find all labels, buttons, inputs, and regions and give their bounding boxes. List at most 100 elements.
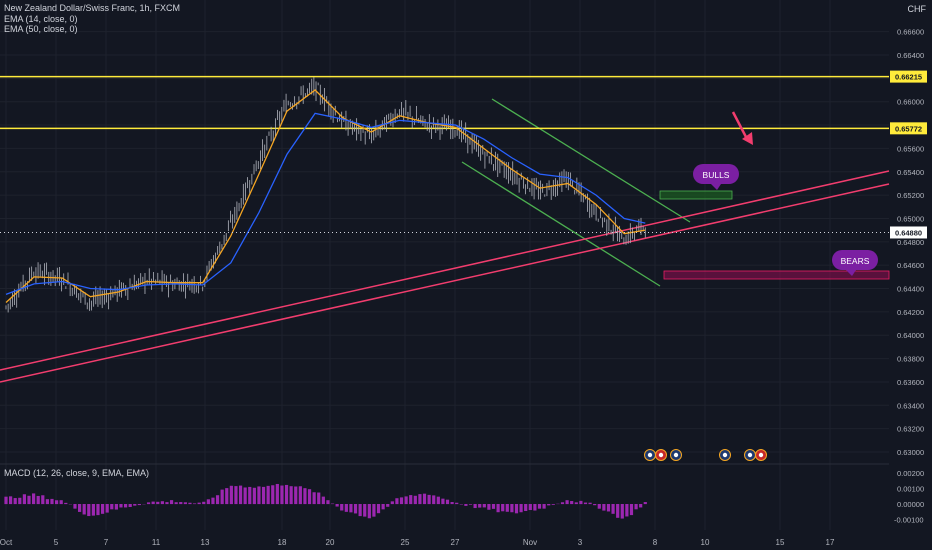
macd-bar — [445, 499, 450, 505]
flag-icon[interactable] — [719, 449, 731, 461]
macd-bar — [197, 502, 201, 505]
macd-bar — [54, 500, 59, 505]
price-tick-label: 0.63200 — [897, 425, 924, 434]
time-tick-label: 13 — [201, 538, 210, 547]
price-tick-label: 0.66000 — [897, 98, 924, 107]
macd-bar — [367, 504, 371, 519]
macd-bar — [450, 502, 454, 505]
macd-bar — [643, 502, 647, 505]
macd-bar — [491, 504, 496, 509]
time-tick-label: 27 — [451, 538, 460, 547]
chart-title: New Zealand Dollar/Swiss Franc, 1h, FXCM — [4, 3, 181, 13]
macd-bar — [616, 504, 620, 518]
flag-icon[interactable] — [655, 449, 667, 461]
macd-bar — [340, 504, 344, 511]
macd-bar — [611, 504, 615, 514]
price-label-box — [890, 226, 927, 239]
macd-bar — [87, 504, 91, 517]
flag-icon[interactable] — [744, 449, 756, 461]
macd-bar — [482, 504, 486, 508]
macd-bar — [91, 504, 95, 516]
macd-bar — [597, 504, 601, 509]
macd-bar — [560, 502, 565, 505]
price-tick-label: 0.65000 — [897, 214, 924, 223]
flag-icon[interactable] — [644, 449, 656, 461]
price-label: 0.64880 — [895, 228, 922, 237]
macd-bar — [464, 504, 468, 506]
ema14-legend[interactable]: EMA (14, close, 0) — [4, 14, 78, 24]
macd-bar — [169, 500, 174, 505]
bulls-zone[interactable]: BULLS — [659, 164, 739, 200]
price-tick-label: 0.66400 — [897, 51, 924, 60]
bulls-label-bubble — [693, 164, 739, 184]
macd-bar — [271, 485, 275, 505]
macd-legend[interactable]: MACD (12, 26, close, 9, EMA, EMA) — [4, 468, 150, 478]
macd-bar — [13, 498, 17, 505]
time-tick-label: 25 — [401, 538, 410, 547]
macd-bar — [211, 497, 215, 505]
price-tick-label: 0.65200 — [897, 191, 924, 200]
macd-bar — [363, 504, 367, 517]
macd-bar — [133, 504, 137, 506]
macd-bar — [606, 504, 611, 512]
macd-bar — [128, 504, 132, 508]
macd-bar — [100, 504, 105, 514]
time-tick-label: Nov — [523, 538, 537, 547]
macd-bar — [303, 488, 307, 505]
macd-bar — [36, 495, 40, 505]
macd-bar — [335, 504, 339, 507]
macd-bar — [372, 504, 376, 517]
macd-tick-label: 0.00200 — [897, 469, 924, 478]
bears-zone[interactable]: BEARS — [663, 250, 890, 280]
macd-bar — [202, 501, 206, 505]
macd-bar — [496, 504, 500, 513]
time-tick-label: 18 — [278, 538, 287, 547]
macd-bar — [137, 504, 141, 506]
macd-bar — [565, 500, 569, 505]
trend-channel — [461, 98, 691, 287]
macd-bar — [238, 485, 243, 505]
macd-bar — [349, 504, 353, 513]
macd-bar — [551, 504, 555, 505]
macd-bar — [620, 504, 624, 519]
macd-bar — [533, 504, 537, 511]
macd-bar — [344, 504, 348, 512]
bulls-zone-box — [659, 190, 733, 200]
macd-bar — [31, 493, 36, 505]
time-axis[interactable]: Oct 5 7 11 13 18 20 25 27 Nov 3 8 10 15 17 — [0, 538, 835, 547]
price-tick-label: 0.64000 — [897, 331, 924, 340]
event-icons[interactable] — [644, 449, 767, 461]
channel-upper-line — [491, 98, 691, 223]
macd-bar — [629, 504, 634, 516]
bulls-label-pointer — [711, 184, 721, 190]
macd-bar — [225, 488, 229, 505]
flag-icon[interactable] — [670, 449, 682, 461]
ema50-legend[interactable]: EMA (50, close, 0) — [4, 24, 78, 34]
macd-bar — [376, 504, 381, 514]
macd-bar — [468, 504, 473, 505]
time-tick-label: 8 — [653, 538, 658, 547]
macd-bar — [257, 486, 261, 505]
macd-bar — [353, 504, 358, 514]
macd-bar — [524, 504, 528, 512]
price-tick-label: 0.63600 — [897, 378, 924, 387]
macd-bar — [82, 504, 86, 515]
macd-bar — [579, 500, 583, 505]
macd-bar — [404, 496, 408, 505]
macd-bar — [487, 504, 491, 510]
macd-bar — [395, 498, 399, 505]
macd-bar — [280, 485, 284, 505]
time-tick-label: 3 — [578, 538, 583, 547]
support-lines — [0, 170, 890, 383]
price-tick-label: 0.63400 — [897, 401, 924, 410]
time-tick-label: 11 — [152, 538, 161, 547]
macd-bar — [399, 497, 404, 505]
macd-bar — [123, 504, 128, 508]
macd-axis[interactable]: 0.00200 0.00100 0.00000 -0.00100 — [894, 469, 924, 525]
price-tick-label: 0.64400 — [897, 285, 924, 294]
macd-bar — [413, 495, 417, 505]
flag-icon[interactable] — [755, 449, 767, 461]
grid — [0, 0, 889, 530]
macd-bar — [146, 502, 151, 505]
